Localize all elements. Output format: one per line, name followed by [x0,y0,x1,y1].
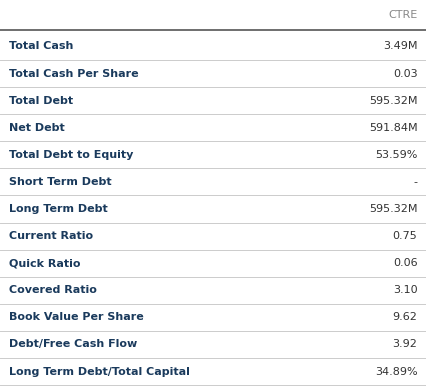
Text: 595.32M: 595.32M [369,204,417,214]
Text: Current Ratio: Current Ratio [9,231,92,241]
Text: Book Value Per Share: Book Value Per Share [9,312,143,322]
Text: Long Term Debt: Long Term Debt [9,204,107,214]
Text: Total Debt: Total Debt [9,96,73,106]
Text: 3.49M: 3.49M [383,41,417,51]
Text: CTRE: CTRE [388,10,417,20]
Text: Total Cash Per Share: Total Cash Per Share [9,68,138,79]
Text: Debt/Free Cash Flow: Debt/Free Cash Flow [9,339,137,349]
Text: 3.92: 3.92 [393,339,417,349]
Text: -: - [414,177,417,187]
Text: 0.06: 0.06 [393,258,417,268]
Text: 0.75: 0.75 [393,231,417,241]
Text: 3.10: 3.10 [393,285,417,295]
Text: Covered Ratio: Covered Ratio [9,285,96,295]
Text: Total Debt to Equity: Total Debt to Equity [9,150,133,160]
Text: 591.84M: 591.84M [369,123,417,133]
Text: Quick Ratio: Quick Ratio [9,258,80,268]
Text: Total Cash: Total Cash [9,41,73,51]
Text: 595.32M: 595.32M [369,96,417,106]
Text: 53.59%: 53.59% [375,150,417,160]
Text: Short Term Debt: Short Term Debt [9,177,111,187]
Text: 34.89%: 34.89% [375,366,417,377]
Text: Net Debt: Net Debt [9,123,64,133]
Text: 0.03: 0.03 [393,68,417,79]
Text: 9.62: 9.62 [393,312,417,322]
Text: Long Term Debt/Total Capital: Long Term Debt/Total Capital [9,366,190,377]
